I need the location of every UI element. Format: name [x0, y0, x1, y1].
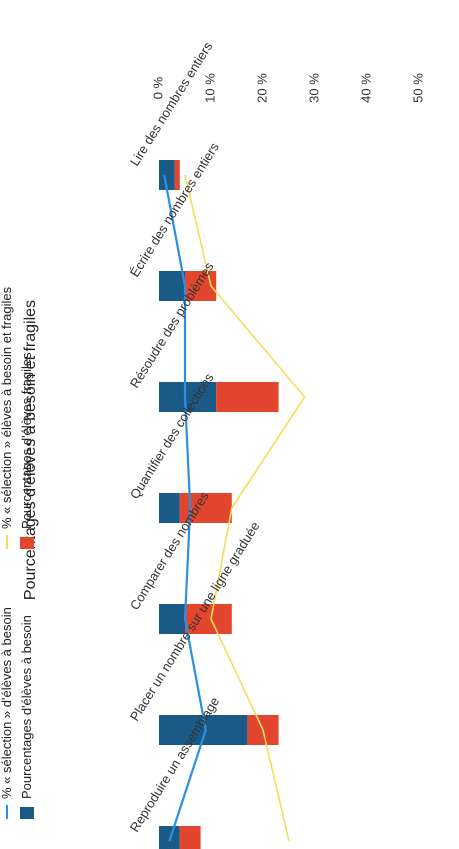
legend-entry: Pourcentages d'élèves fragiles: [19, 352, 34, 549]
bar-besoin-0: [159, 160, 175, 190]
line-selection-besoin: [163, 174, 207, 842]
y-tick-label: 30 %: [306, 73, 321, 103]
y-axis-ticks: 0 % 10 % 20 % 30 % 40 % 50 %: [150, 73, 425, 103]
legend-entry: Pourcentages d'élèves à besoin: [19, 615, 34, 819]
bar-fragiles-1: [184, 271, 217, 301]
legend-label: % « sélection » élèves à besoin et fragi…: [0, 286, 14, 529]
chart-title: Pourcentages d'élèves à besoin et fragil…: [22, 300, 39, 600]
y-tick-label: 40 %: [358, 73, 373, 103]
line-selection-besoin-fragiles: [184, 174, 306, 842]
legend: Pourcentages d'élèves à besoin Pourcentag…: [0, 286, 34, 819]
category-label: Placer un nombre sur une ligne graduée: [127, 519, 263, 724]
legend-entry: % « sélection » d'élèves à besoin: [0, 607, 14, 819]
bar-fragiles-4: [185, 604, 232, 634]
bar-besoin-2: [158, 382, 217, 412]
legend-label: % « sélection » d'élèves à besoin: [0, 607, 14, 799]
legend-entry: % « sélection » élèves à besoin et fragi…: [0, 286, 14, 549]
bar-fragiles-2: [216, 382, 279, 412]
bar-fragiles-6: [179, 826, 201, 849]
y-tick-label: 0 %: [150, 76, 165, 99]
bar-fragiles-3: [179, 493, 232, 523]
y-tick-label: 10 %: [202, 73, 217, 103]
y-tick-label: 50 %: [410, 73, 425, 103]
y-tick-label: 20 %: [254, 73, 269, 103]
legend-swatch: [20, 807, 34, 819]
bar-besoin-1: [159, 271, 185, 301]
bar-besoin-5: [158, 715, 248, 745]
bar-fragiles-0: [174, 160, 180, 190]
legend-label: Pourcentages d'élèves fragiles: [19, 352, 34, 529]
bar-besoin-4: [159, 604, 185, 634]
lines-group: [163, 174, 306, 842]
legend-swatch: [20, 537, 34, 549]
rotated-plot: 0 % 10 % 20 % 30 % 40 % 50 % Lire des nombres…: [0, 39, 425, 849]
bar-besoin-3: [158, 493, 180, 523]
legend-label: Pourcentages d'élèves à besoin: [19, 615, 34, 799]
